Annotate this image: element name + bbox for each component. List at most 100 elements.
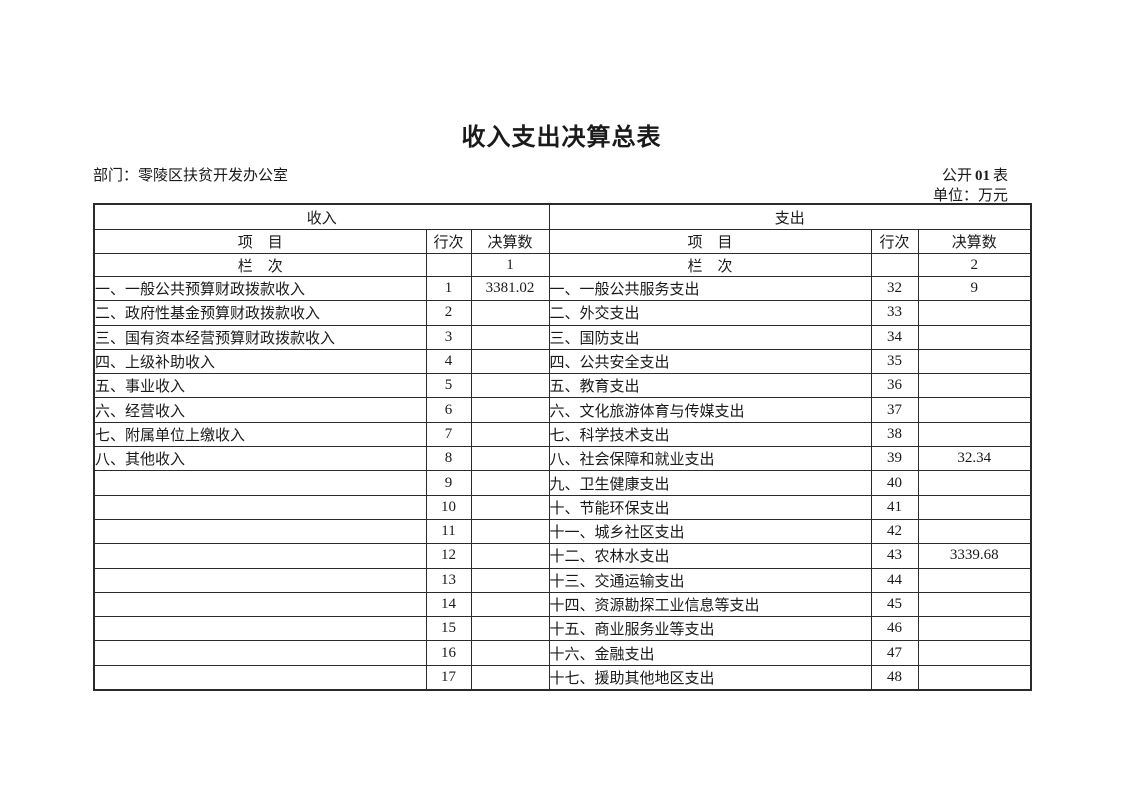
income-item-cell: 五、事业收入 [93, 373, 427, 399]
income-line-cell: 3 [425, 324, 472, 350]
income-line-cell: 12 [425, 543, 472, 569]
income-item-cell: 三、国有资本经营预算财政拨款收入 [93, 324, 427, 350]
expense-amount-cell [917, 640, 1032, 666]
table-row: 八、其他收入 8 八、社会保障和就业支出 39 32.34 [93, 446, 1032, 472]
table-row: 14 十四、资源勘探工业信息等支出 45 [93, 591, 1032, 618]
expense-item-cell: 十、节能环保支出 [548, 494, 872, 520]
department: 部门：零陵区扶贫开发办公室 [93, 164, 288, 185]
expense-item-cell: 十一、城乡社区支出 [548, 518, 872, 545]
expense-amount-cell [917, 616, 1032, 642]
document-content: 收入支出决算总表 部门：零陵区扶贫开发办公室 公开 01 表 单位：万元 收入 支出 [93, 0, 1033, 692]
expense-line-cell: 48 [870, 664, 919, 691]
income-amount-cell [470, 494, 550, 520]
table-row: 13 十三、交通运输支出 44 [93, 567, 1032, 593]
page-title: 收入支出决算总表 [461, 124, 662, 151]
expense-line-cell: 40 [870, 470, 919, 496]
table-row: 三、国有资本经营预算财政拨款收入 3 三、国防支出 34 [93, 324, 1032, 350]
table-row: 16 十六、金融支出 47 [93, 640, 1032, 666]
expense-item-cell: 十四、资源勘探工业信息等支出 [548, 591, 872, 618]
meta-line: 部门：零陵区扶贫开发办公室 公开 01 表 [93, 164, 1030, 184]
expense-line-cell: 35 [870, 348, 919, 375]
expense-line-cell: 47 [870, 640, 919, 666]
income-amount-cell [470, 470, 550, 496]
income-item-cell: 七、附属单位上缴收入 [93, 421, 427, 448]
table-row: 9 九、卫生健康支出 40 [93, 470, 1032, 496]
income-item-cell: 二、政府性基金预算财政拨款收入 [93, 300, 427, 326]
expense-item-cell: 七、科学技术支出 [548, 421, 872, 448]
table-row: 一、一般公共预算财政拨款收入 1 3381.02 一、一般公共服务支出 32 9 [93, 275, 1032, 302]
income-line-cell: 8 [425, 446, 472, 472]
column-index-row: 栏 次 1 栏 次 2 [93, 253, 1032, 277]
income-line-cell: 4 [425, 348, 472, 375]
table-row: 四、上级补助收入 4 四、公共安全支出 35 [93, 348, 1032, 375]
expense-amount-cell [917, 300, 1032, 326]
expense-line-cell: 32 [870, 275, 919, 302]
income-line-cell: 17 [425, 664, 472, 691]
expense-amount-cell [917, 397, 1032, 423]
income-amount-cell [470, 518, 550, 545]
expense-item-cell: 六、文化旅游体育与传媒支出 [548, 397, 872, 423]
income-item-cell [93, 591, 427, 618]
expense-amount-cell [917, 348, 1032, 375]
column-header-row: 项 目 行次 决算数 项 目 行次 决算数 [93, 229, 1032, 254]
expense-line-cell: 36 [870, 373, 919, 399]
expense-line-cell: 42 [870, 518, 919, 545]
expense-col-item: 项 目 [548, 229, 872, 254]
income-amount-cell [470, 567, 550, 593]
expense-amount-cell [917, 324, 1032, 350]
income-line-cell: 16 [425, 640, 472, 666]
income-item-cell: 四、上级补助收入 [93, 348, 427, 375]
section-header-row: 收入 支出 [93, 203, 1032, 230]
income-col-line: 行次 [425, 229, 472, 254]
expense-item-cell: 十七、援助其他地区支出 [548, 664, 872, 691]
expense-item-cell: 九、卫生健康支出 [548, 470, 872, 496]
income-item-cell [93, 567, 427, 593]
income-amount-cell [470, 543, 550, 569]
table-row: 六、经营收入 6 六、文化旅游体育与传媒支出 37 [93, 397, 1032, 423]
income-amount-cell [470, 640, 550, 666]
income-col-amount: 决算数 [470, 229, 550, 254]
expense-item-cell: 十三、交通运输支出 [548, 567, 872, 593]
expense-item-cell: 五、教育支出 [548, 373, 872, 399]
income-amount-cell [470, 300, 550, 326]
table-row: 11 十一、城乡社区支出 42 [93, 518, 1032, 545]
income-amount-cell [470, 616, 550, 642]
income-lanci-label: 栏 次 [93, 253, 427, 277]
income-line-cell: 7 [425, 421, 472, 448]
income-amount-cell [470, 397, 550, 423]
income-item-cell [93, 494, 427, 520]
expense-line-cell: 33 [870, 300, 919, 326]
income-item-cell: 八、其他收入 [93, 446, 427, 472]
income-item-cell [93, 640, 427, 666]
expense-item-cell: 四、公共安全支出 [548, 348, 872, 375]
expense-line-cell: 37 [870, 397, 919, 423]
table-row: 12 十二、农林水支出 43 3339.68 [93, 543, 1032, 569]
table-row: 五、事业收入 5 五、教育支出 36 [93, 373, 1032, 399]
department-value: 零陵区扶贫开发办公室 [138, 168, 289, 184]
expense-amount-cell [917, 518, 1032, 545]
income-item-cell [93, 543, 427, 569]
department-label: 部门： [93, 168, 139, 184]
income-line-cell: 1 [425, 275, 472, 302]
expense-item-cell: 十六、金融支出 [548, 640, 872, 666]
income-line-cell: 14 [425, 591, 472, 618]
table-row: 10 十、节能环保支出 41 [93, 494, 1032, 520]
expense-lanci-label: 栏 次 [548, 253, 872, 277]
expense-col-amount: 决算数 [917, 229, 1032, 254]
unit-line: 单位：万元 [93, 184, 1030, 204]
income-item-cell [93, 616, 427, 642]
expense-line-cell: 41 [870, 494, 919, 520]
income-amount-cell: 3381.02 [470, 275, 550, 302]
income-section-header: 收入 [93, 203, 550, 230]
expense-amount-cell [917, 470, 1032, 496]
table-code-number: 01 [974, 168, 990, 184]
income-line-cell: 5 [425, 373, 472, 399]
expense-col-line: 行次 [870, 229, 919, 254]
expense-item-cell: 十二、农林水支出 [548, 543, 872, 569]
table-row: 二、政府性基金预算财政拨款收入 2 二、外交支出 33 [93, 300, 1032, 326]
expense-line-cell: 44 [870, 567, 919, 593]
income-line-cell: 11 [425, 518, 472, 545]
income-line-cell: 10 [425, 494, 472, 520]
income-line-cell: 2 [425, 300, 472, 326]
